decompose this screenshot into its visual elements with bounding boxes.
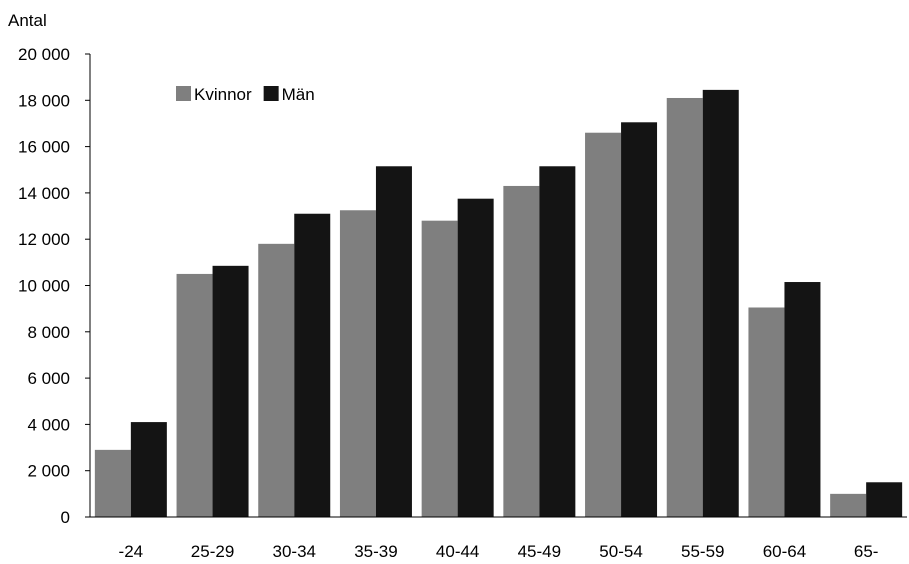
y-axis-ticks: 0 2 000 4 000 6 000 8 000 10 000 12 000 14 000 1… (18, 45, 90, 527)
y-axis-label: Antal (8, 11, 47, 30)
bar-man-4 (457, 198, 494, 517)
bar-kvinnor-6 (585, 132, 622, 517)
y-tick-label: 18 000 (18, 91, 70, 110)
x-tick-label: 65- (854, 542, 879, 561)
bar-kvinnor-1 (176, 273, 213, 517)
bar-man-1 (212, 265, 249, 517)
y-tick-label: 12 000 (18, 230, 70, 249)
bar-kvinnor-3 (339, 210, 376, 517)
legend-label-man: Män (282, 85, 315, 104)
bar-man-5 (539, 166, 576, 517)
bar-man-9 (866, 482, 903, 517)
x-tick-label: 35-39 (354, 542, 397, 561)
x-axis-ticks: -24 25-29 30-34 35-39 40-44 45-49 50-54 55-59 60… (119, 542, 879, 561)
legend: Kvinnor Män (176, 85, 315, 104)
x-tick-label: 45-49 (518, 542, 561, 561)
bar-man-8 (784, 282, 821, 517)
bar-man-2 (294, 213, 331, 518)
bar-kvinnor-2 (258, 243, 295, 517)
y-tick-label: 16 000 (18, 138, 70, 157)
bar-man-6 (621, 122, 658, 517)
x-tick-label: 50-54 (599, 542, 642, 561)
bar-kvinnor-7 (666, 97, 703, 518)
x-tick-label: -24 (119, 542, 144, 561)
y-tick-label: 6 000 (27, 369, 70, 388)
bar-kvinnor-4 (421, 220, 458, 517)
bars (94, 89, 903, 518)
y-tick-label: 2 000 (27, 462, 70, 481)
legend-swatch-kvinnor (176, 86, 191, 101)
y-tick-label: 10 000 (18, 277, 70, 296)
legend-swatch-man (263, 86, 279, 101)
x-tick-label: 55-59 (681, 542, 724, 561)
x-tick-label: 40-44 (436, 542, 479, 561)
bar-man-3 (375, 166, 412, 517)
bar-kvinnor-5 (503, 185, 540, 517)
bar-man-7 (702, 89, 739, 517)
bar-kvinnor-0 (94, 449, 131, 517)
y-tick-label: 8 000 (27, 323, 70, 342)
bar-kvinnor-9 (830, 493, 867, 517)
x-tick-label: 25-29 (191, 542, 234, 561)
legend-label-kvinnor: Kvinnor (194, 85, 252, 104)
bar-kvinnor-8 (748, 307, 785, 517)
bar-man-0 (130, 422, 167, 517)
y-tick-label: 0 (61, 508, 70, 527)
y-tick-label: 20 000 (18, 45, 70, 64)
y-tick-label: 14 000 (18, 184, 70, 203)
x-tick-label: 60-64 (763, 542, 806, 561)
y-tick-label: 4 000 (27, 415, 70, 434)
x-tick-label: 30-34 (273, 542, 316, 561)
